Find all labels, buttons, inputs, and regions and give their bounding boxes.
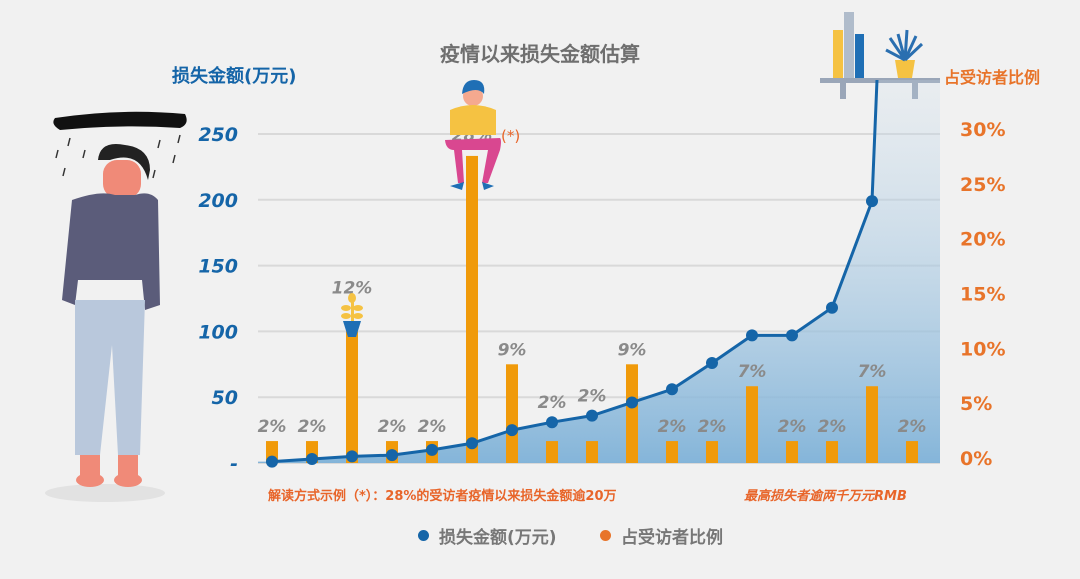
legend-label-share: 占受访者比例 bbox=[621, 528, 723, 548]
bar-label: 2% bbox=[898, 417, 927, 437]
left-axis-label: 损失金额(万元) bbox=[172, 66, 297, 87]
left-tick-label: 150 bbox=[198, 256, 238, 278]
bar-label: 7% bbox=[858, 362, 887, 382]
line-point bbox=[466, 437, 478, 450]
line-point bbox=[386, 449, 398, 462]
bar-label: 2% bbox=[698, 417, 727, 437]
right-tick-label: 10% bbox=[960, 338, 1005, 360]
right-tick-label: 25% bbox=[960, 174, 1005, 196]
line-point bbox=[866, 195, 878, 208]
star-marker: (*) bbox=[501, 127, 520, 145]
line-point bbox=[346, 450, 358, 463]
bar bbox=[786, 441, 798, 463]
bar bbox=[666, 441, 678, 463]
bar-label: 12% bbox=[332, 278, 373, 298]
line-point bbox=[666, 383, 678, 396]
bar bbox=[706, 441, 718, 463]
chart-title: 疫情以来损失金额估算 bbox=[440, 42, 640, 66]
left-tick-label: 250 bbox=[198, 124, 238, 146]
line-point bbox=[586, 409, 598, 422]
bar-label: 2% bbox=[378, 417, 407, 437]
bar bbox=[466, 155, 478, 463]
bar bbox=[506, 364, 518, 463]
line-point bbox=[626, 396, 638, 409]
line-point bbox=[266, 455, 278, 468]
left-tick-label: - bbox=[230, 453, 238, 475]
bar-label: 2% bbox=[298, 417, 327, 437]
bar-label: 2% bbox=[258, 417, 287, 437]
bar-label: 2% bbox=[658, 417, 687, 437]
legend-item-share: 占受访者比例 bbox=[600, 523, 723, 548]
line-point bbox=[706, 356, 718, 369]
loss-area-fill bbox=[258, 80, 940, 463]
max-loss-note: 最高损失者逾两千万元RMB bbox=[744, 489, 907, 504]
bar-label: 2% bbox=[538, 393, 567, 413]
right-tick-label: 20% bbox=[960, 229, 1005, 251]
line-point bbox=[506, 424, 518, 437]
bar bbox=[346, 331, 358, 463]
bar-label: 2% bbox=[578, 387, 607, 407]
bar-label: 2% bbox=[418, 417, 447, 437]
legend-item-loss: 损失金额(万元) bbox=[418, 523, 557, 548]
right-tick-label: 15% bbox=[960, 284, 1005, 306]
right-tick-label: 0% bbox=[960, 448, 992, 470]
line-point bbox=[546, 416, 558, 429]
legend-dot-orange bbox=[600, 530, 611, 541]
bar bbox=[546, 441, 558, 463]
bar bbox=[626, 364, 638, 463]
sad-man-illustration bbox=[45, 111, 187, 502]
bar bbox=[866, 386, 878, 463]
bar bbox=[826, 441, 838, 463]
legend-label-loss: 损失金额(万元) bbox=[439, 528, 557, 548]
bar bbox=[906, 441, 918, 463]
right-tick-label: 5% bbox=[960, 393, 992, 415]
line-point bbox=[306, 453, 318, 466]
left-tick-label: 200 bbox=[198, 190, 238, 212]
bar-label: 9% bbox=[498, 340, 527, 360]
left-tick-label: 50 bbox=[212, 387, 238, 409]
bar-label: 7% bbox=[738, 362, 767, 382]
bar-label: 2% bbox=[778, 417, 807, 437]
bar bbox=[586, 441, 598, 463]
line-point bbox=[746, 329, 758, 342]
left-tick-label: 100 bbox=[198, 321, 238, 343]
right-axis-label: 占受访者比例 bbox=[944, 68, 1041, 87]
interpretation-note: 解读方式示例（*）：28%的受访者疫情以来损失金额逾20万 bbox=[268, 489, 617, 504]
plant-illustration bbox=[341, 293, 363, 337]
line-point bbox=[426, 443, 438, 456]
line-point bbox=[786, 329, 798, 342]
bar bbox=[746, 386, 758, 463]
bar-label: 2% bbox=[818, 417, 847, 437]
sitting-person-illustration bbox=[445, 80, 501, 190]
line-point bbox=[826, 301, 838, 314]
bar-label: 9% bbox=[618, 340, 647, 360]
legend-dot-blue bbox=[418, 530, 429, 541]
right-tick-label: 30% bbox=[960, 119, 1005, 141]
